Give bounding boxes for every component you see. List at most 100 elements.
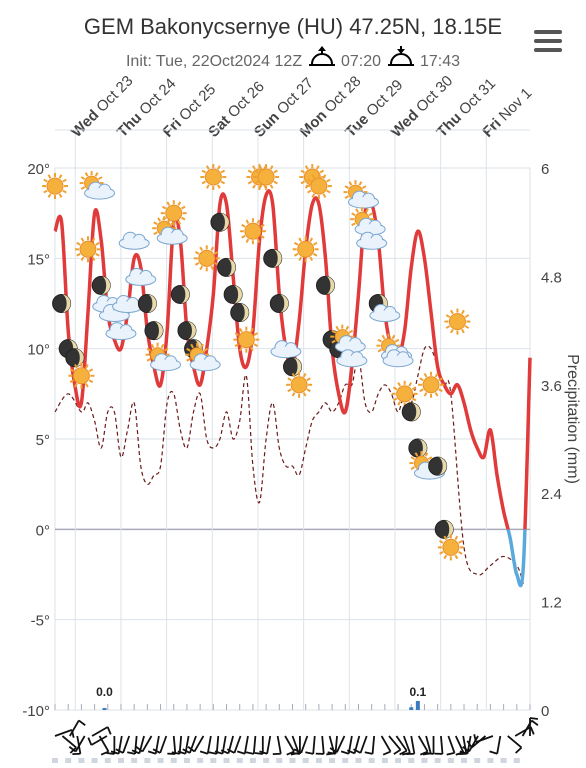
y2-tick-label: 4.8 <box>541 269 562 286</box>
wind-barb-icon <box>473 734 494 744</box>
moon-icon <box>263 248 283 268</box>
wind-barb-icon <box>425 736 435 755</box>
wind-strip-mark <box>461 758 468 763</box>
cloud-icon <box>118 231 150 250</box>
wind-barb-icon <box>152 735 168 754</box>
precip-bar <box>409 707 414 710</box>
precip-bar <box>102 708 107 710</box>
moon-icon <box>428 456 448 476</box>
wind-strip-mark <box>197 758 204 763</box>
moon-icon <box>91 275 111 295</box>
wind-barb-icon <box>353 735 368 754</box>
wind-strip-mark <box>249 758 256 763</box>
wind-barb-icon <box>91 726 112 737</box>
sun-cloud-icon <box>343 180 379 209</box>
wind-barb-icon <box>68 735 86 753</box>
wind-strip-mark <box>52 758 58 763</box>
wind-barb-icon <box>489 735 502 755</box>
wind-barb-icon <box>187 735 205 753</box>
wind-strip-mark <box>210 758 217 763</box>
sun-cloud-icon <box>145 342 182 372</box>
wind-barb-icon <box>446 735 456 756</box>
moon-icon <box>217 257 237 277</box>
wind-barb-icon <box>291 736 301 755</box>
moon-icon <box>434 519 454 539</box>
wind-strip-mark <box>104 758 111 763</box>
moon-icon <box>223 284 243 304</box>
moon-icon <box>401 402 421 422</box>
wind-strip-mark <box>368 758 375 763</box>
sun-icon <box>68 362 95 389</box>
wind-barb-icon <box>182 735 197 754</box>
moon-icon <box>144 321 164 341</box>
y-tick-label: 0° <box>36 522 50 539</box>
wind-strip-mark <box>500 758 507 763</box>
wind-barb-icon <box>462 735 479 753</box>
wind-strip-mark <box>144 758 151 763</box>
y-tick-label: 10° <box>27 342 50 359</box>
init-label: Init: Tue, 22Oct2024 12Z <box>125 53 303 70</box>
wind-strip-mark <box>342 758 349 763</box>
wind-barb-icon <box>329 735 346 754</box>
wind-strip-mark <box>131 758 138 763</box>
cloud-icon <box>270 340 302 359</box>
wind-barb-icon <box>226 735 242 754</box>
wind-strip-mark <box>302 758 309 763</box>
sun-icon <box>200 164 227 191</box>
wind-strip-mark <box>170 758 177 763</box>
sun-icon <box>160 200 187 227</box>
wind-barb-icon <box>514 726 535 737</box>
moon-icon <box>170 284 190 304</box>
moon-icon <box>315 275 335 295</box>
wind-strip-mark <box>78 758 85 763</box>
wind-strip-mark <box>183 758 190 763</box>
wind-barb-icon <box>326 735 336 756</box>
cloud-icon <box>125 267 157 286</box>
wind-barb-icon <box>87 735 108 746</box>
cloud-icon <box>369 304 401 323</box>
wind-strip-mark <box>315 758 322 763</box>
wind-barb-icon <box>272 735 282 755</box>
chart-title: GEM Bakonycsernye (HU) 47.25N, 18.15E <box>83 14 503 39</box>
dewpoint-line <box>54 345 524 584</box>
sun-cloud-icon <box>330 324 366 354</box>
wind-strip-mark <box>447 758 454 763</box>
wind-barb-icon <box>135 735 153 753</box>
moon-icon <box>65 348 85 368</box>
wind-barb-icon <box>284 735 295 756</box>
sun-cloud-icon <box>350 207 386 236</box>
cloud-icon <box>382 349 414 368</box>
sunset-icon <box>386 46 416 71</box>
y2-tick-label: 1.2 <box>541 595 562 612</box>
wind-strip-mark <box>117 758 124 763</box>
sun-icon <box>193 245 220 272</box>
wind-strip-mark <box>355 758 362 763</box>
wind-barb-icon <box>167 735 177 755</box>
wind-strip-mark <box>434 758 441 763</box>
wind-barb-icon <box>507 735 523 754</box>
wind-barb-icon <box>315 735 325 755</box>
wind-barb-icon <box>395 735 408 756</box>
y2-tick-label: 6 <box>541 161 549 178</box>
sun-icon <box>239 218 266 245</box>
sun-icon <box>305 173 332 200</box>
wind-barb-icon <box>106 736 116 755</box>
sun-icon <box>233 326 260 353</box>
y2-axis-label: Precipitation (mm) <box>564 354 581 484</box>
sun-icon <box>391 380 418 407</box>
y-tick-label: 20° <box>27 161 50 178</box>
wind-strip-mark <box>513 758 520 763</box>
wind-barb-icon <box>254 736 264 755</box>
wind-strip-mark <box>381 758 388 763</box>
wind-barb-icon <box>406 735 416 755</box>
hamburger-icon[interactable] <box>534 30 562 57</box>
wind-strip-mark <box>289 758 296 763</box>
wind-barb-icon <box>259 735 272 755</box>
precip-label: 0.0 <box>96 685 113 699</box>
y2-tick-label: 3.6 <box>541 378 562 395</box>
wind-strip-mark <box>263 758 270 763</box>
wind-strip-mark <box>91 758 98 763</box>
moon-icon <box>269 294 289 313</box>
wind-barb-icon <box>69 719 86 737</box>
